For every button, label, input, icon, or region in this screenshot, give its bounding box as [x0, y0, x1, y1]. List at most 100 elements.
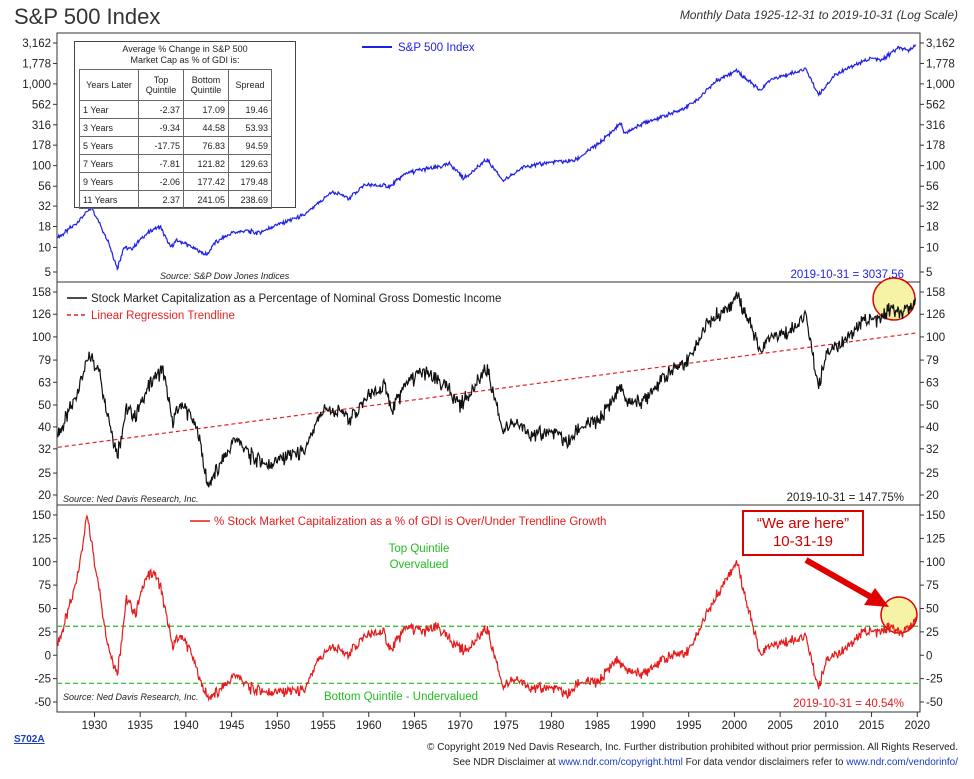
- table-header-cell: Bottom Quintile: [183, 69, 229, 101]
- callout-arrow-shaft: [804, 557, 873, 600]
- deviation-legend-label: % Stock Market Capitalization as a % of …: [214, 516, 606, 528]
- y-tick-label-left: 32: [38, 201, 51, 213]
- quintile-table: Average % Change in S&P 500 Market Cap a…: [74, 41, 296, 209]
- table-cell: 76.83: [183, 136, 229, 155]
- y-tick-label-right: 56: [926, 181, 939, 193]
- chart-subtitle: Monthly Data 1925-12-31 to 2019-10-31 (L…: [679, 8, 958, 22]
- x-tick-label: 1975: [493, 720, 519, 732]
- table-cell: 179.48: [228, 172, 272, 191]
- deviation-series-line: [57, 513, 916, 702]
- table-row: 5 Years -17.75 76.83 94.59: [79, 136, 272, 155]
- table-title-line1: Average % Change in S&P 500: [122, 44, 248, 54]
- disclaimer-prefix: See NDR Disclaimer at: [452, 757, 556, 768]
- y-tick-label-right: 178: [926, 140, 945, 152]
- x-tick-label: 1955: [310, 720, 336, 732]
- callout-line2: 10-31-19: [772, 533, 834, 550]
- table-title-line2: Market Cap as % of GDI is:: [130, 55, 240, 65]
- y-tick-label-right: 25: [926, 468, 939, 480]
- y-tick-label-left: 1,778: [22, 58, 51, 70]
- table-row-label: 5 Years: [79, 136, 139, 155]
- y-tick-label-left: 18: [38, 222, 51, 234]
- table-cell: -7.81: [138, 154, 184, 173]
- we-are-here-callout: “We are here” 10-31-19: [742, 510, 864, 556]
- x-tick-label: 1935: [127, 720, 153, 732]
- y-tick-label-left: 100: [32, 332, 51, 344]
- table-cell: 238.69: [228, 190, 272, 209]
- y-tick-label-right: 100: [926, 161, 945, 173]
- capgdi-last-value-label: 2019-10-31 = 147.75%: [787, 492, 904, 504]
- x-tick-label: 1940: [173, 720, 199, 732]
- y-tick-label-right: -50: [926, 697, 943, 709]
- table-row-label: 7 Years: [79, 154, 139, 173]
- y-tick-label-left: 56: [38, 181, 51, 193]
- table-cell: 44.58: [183, 118, 229, 137]
- y-tick-label-right: 150: [926, 510, 945, 522]
- x-tick-label: 1965: [402, 720, 428, 732]
- table-header-row: Years Later Top Quintile Bottom Quintile…: [79, 69, 272, 101]
- y-tick-label-right: 158: [926, 287, 945, 299]
- trendline-series-line: [57, 332, 916, 448]
- x-tick-label: 1930: [82, 720, 108, 732]
- table-row-label: 11 Years: [79, 190, 139, 209]
- table-cell: 177.42: [183, 172, 229, 191]
- y-tick-label-right: -25: [926, 674, 943, 686]
- y-tick-label-right: 100: [926, 332, 945, 344]
- sp500-legend-label: S&P 500 Index: [398, 42, 475, 54]
- y-tick-label-left: 50: [38, 604, 51, 616]
- y-tick-label-left: 3,162: [22, 38, 51, 50]
- table-grid: Years Later Top Quintile Bottom Quintile…: [79, 69, 272, 209]
- y-tick-label-left: 178: [32, 140, 51, 152]
- y-tick-label-right: 10: [926, 242, 939, 254]
- table-cell: -2.06: [138, 172, 184, 191]
- x-tick-label: 1980: [539, 720, 565, 732]
- sp500-last-value-label: 2019-10-31 = 3037.56: [790, 269, 904, 281]
- table-cell: -9.34: [138, 118, 184, 137]
- y-tick-label-left: 25: [38, 468, 51, 480]
- disclaimer-middle: For data vendor disclaimers refer to: [685, 757, 844, 768]
- y-tick-label-left: 50: [38, 400, 51, 412]
- y-tick-label-right: 32: [926, 201, 939, 213]
- y-tick-label-right: 18: [926, 222, 939, 234]
- x-tick-label: 1995: [676, 720, 702, 732]
- y-tick-label-left: 20: [38, 490, 51, 502]
- y-tick-label-right: 75: [926, 580, 939, 592]
- plot-frame: [56, 32, 921, 713]
- x-tick-label: 2000: [722, 720, 748, 732]
- x-tick-label: 2010: [813, 720, 839, 732]
- deviation-source-label: Source: Ned Davis Research, Inc.: [63, 692, 199, 702]
- y-tick-label-left: 125: [32, 533, 51, 545]
- y-tick-label-left: 40: [38, 422, 51, 434]
- capgdi-source-label: Source: Ned Davis Research, Inc.: [63, 494, 199, 504]
- table-row-label: 9 Years: [79, 172, 139, 191]
- sp500-source-label: Source: S&P Dow Jones Indices: [160, 271, 290, 281]
- y-tick-label-left: 158: [32, 287, 51, 299]
- x-tick-label: 2005: [767, 720, 793, 732]
- table-cell: 2.37: [138, 190, 184, 209]
- y-tick-label-right: 100: [926, 557, 945, 569]
- y-tick-label-right: 126: [926, 309, 945, 321]
- copyright-link[interactable]: www.ndr.com/copyright.html: [558, 757, 683, 768]
- y-tick-label-right: 1,778: [926, 58, 955, 70]
- capgdi-series-line: [57, 291, 916, 488]
- table-cell: 129.63: [228, 154, 272, 173]
- trend-legend-label: Linear Regression Trendline: [91, 310, 235, 322]
- table-cell: 241.05: [183, 190, 229, 209]
- table-cell: 19.46: [228, 100, 272, 119]
- chart-code-link[interactable]: S702A: [14, 734, 45, 745]
- vendorinfo-link[interactable]: www.ndr.com/vendorinfo/: [846, 757, 958, 768]
- y-tick-label-left: 10: [38, 242, 51, 254]
- table-header-cell: Years Later: [79, 69, 139, 101]
- table-row: 9 Years -2.06 177.42 179.48: [79, 172, 272, 191]
- y-tick-label-left: 63: [38, 377, 51, 389]
- x-tick-label: 1945: [219, 720, 245, 732]
- y-tick-label-left: 1,000: [22, 79, 51, 91]
- y-tick-label-left: 75: [38, 580, 51, 592]
- y-tick-label-left: 150: [32, 510, 51, 522]
- y-tick-label-right: 125: [926, 533, 945, 545]
- callout-line1: “We are here”: [756, 515, 850, 532]
- y-tick-label-right: 25: [926, 627, 939, 639]
- y-tick-label-left: 32: [38, 444, 51, 456]
- y-tick-label-right: 50: [926, 400, 939, 412]
- y-tick-label-right: 40: [926, 422, 939, 434]
- y-tick-label-right: 5: [926, 267, 932, 279]
